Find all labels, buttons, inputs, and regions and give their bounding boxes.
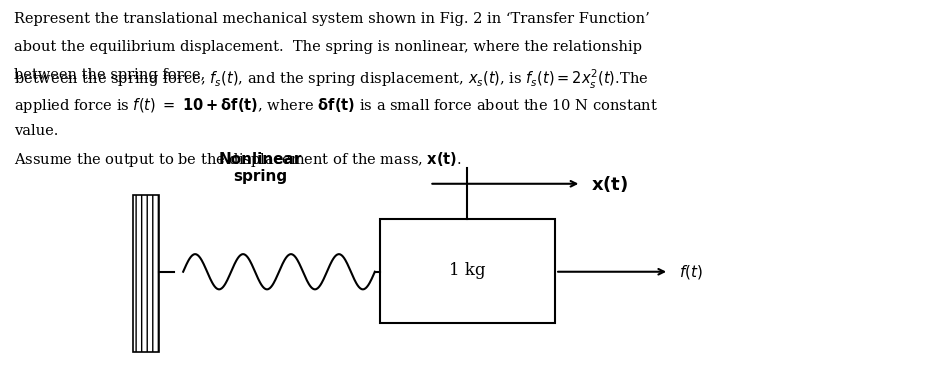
- Text: between the spring force,: between the spring force,: [14, 68, 210, 82]
- Text: applied force is $f(t)$ $=$ $\mathbf{10 + \delta f(t)}$, where $\mathbf{\delta f: applied force is $f(t)$ $=$ $\mathbf{10 …: [14, 96, 659, 115]
- Text: $f(t)$: $f(t)$: [679, 263, 702, 281]
- Text: $\mathbf{x(t)}$: $\mathbf{x(t)}$: [590, 174, 628, 194]
- Text: Nonlinear
spring: Nonlinear spring: [218, 152, 302, 184]
- Text: Represent the translational mechanical system shown in Fig. 2 in ‘Transfer Funct: Represent the translational mechanical s…: [14, 12, 650, 26]
- Bar: [133, 196, 159, 352]
- Bar: [380, 219, 555, 323]
- Text: Assume the output to be the displacement of the mass, $\mathbf{x(t)}$.: Assume the output to be the displacement…: [14, 150, 462, 169]
- Text: between the spring force, $f_s(t)$, and the spring displacement, $x_s(t)$, is $f: between the spring force, $f_s(t)$, and …: [14, 68, 648, 91]
- Text: about the equilibrium displacement.  The spring is nonlinear, where the relation: about the equilibrium displacement. The …: [14, 40, 642, 54]
- Text: value.: value.: [14, 124, 59, 138]
- Text: 1 kg: 1 kg: [449, 262, 486, 279]
- Bar: [133, 196, 159, 352]
